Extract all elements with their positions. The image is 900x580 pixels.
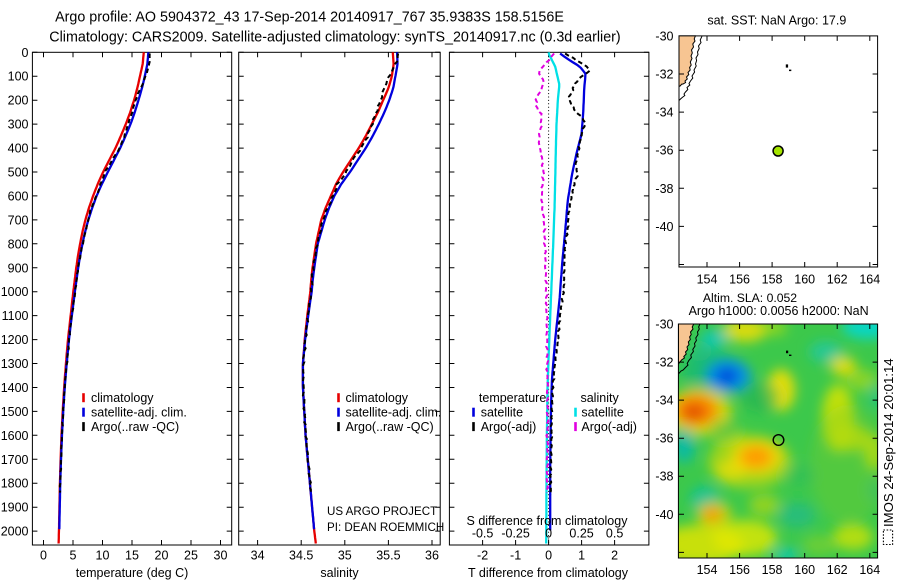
svg-text:-0.25: -0.25: [501, 526, 530, 540]
svg-text:800: 800: [8, 237, 29, 251]
svg-text:-34: -34: [655, 106, 673, 120]
svg-text:25: 25: [184, 549, 198, 563]
svg-text:satellite: satellite: [481, 406, 523, 420]
svg-text:34.5: 34.5: [289, 549, 313, 563]
svg-text:34: 34: [251, 549, 265, 563]
svg-text:-30: -30: [655, 318, 673, 332]
svg-text:700: 700: [8, 213, 29, 227]
svg-text:-30: -30: [655, 29, 673, 43]
svg-text:1700: 1700: [1, 453, 29, 467]
svg-text:-40: -40: [655, 508, 673, 522]
svg-text:Argo(-adj): Argo(-adj): [481, 420, 537, 434]
svg-text:35.5: 35.5: [376, 549, 400, 563]
svg-text:156: 156: [729, 273, 750, 287]
svg-text:satellite-adj. clim.: satellite-adj. clim.: [91, 406, 187, 420]
svg-text:Altim. SLA: 0.052: Altim. SLA: 0.052: [703, 291, 797, 305]
svg-text:Argo(-adj): Argo(-adj): [581, 420, 637, 434]
svg-text:900: 900: [8, 261, 29, 275]
svg-text:30: 30: [214, 549, 228, 563]
svg-text:-38: -38: [655, 182, 673, 196]
svg-text:0.5: 0.5: [606, 526, 623, 540]
svg-text:-36: -36: [655, 144, 673, 158]
svg-text:600: 600: [8, 189, 29, 203]
svg-text:0.25: 0.25: [569, 526, 593, 540]
svg-text:1900: 1900: [1, 501, 29, 515]
svg-text:164: 164: [859, 563, 880, 577]
svg-text:158: 158: [762, 563, 783, 577]
svg-text:-38: -38: [655, 470, 673, 484]
svg-text:156: 156: [729, 563, 750, 577]
svg-text:temperature: temperature: [479, 391, 546, 405]
svg-text:200: 200: [8, 94, 29, 108]
svg-text:-1: -1: [510, 549, 521, 563]
svg-text:PI: DEAN ROEMMICH: PI: DEAN ROEMMICH: [327, 521, 444, 534]
svg-text:1800: 1800: [1, 477, 29, 491]
svg-text:Argo(..raw -QC): Argo(..raw -QC): [346, 420, 434, 434]
svg-text:climatology: climatology: [346, 391, 409, 405]
svg-text:154: 154: [697, 563, 718, 577]
svg-text:0: 0: [40, 549, 47, 563]
svg-text:Climatology: CARS2009. Satelli: Climatology: CARS2009. Satellite-adjuste…: [49, 30, 620, 46]
svg-text:158: 158: [762, 273, 783, 287]
svg-text:0: 0: [545, 526, 552, 540]
svg-text:Argo h1000: 0.0056 h2000: NaN: Argo h1000: 0.0056 h2000: NaN: [689, 304, 869, 318]
svg-text:climatology: climatology: [91, 391, 154, 405]
svg-text:15: 15: [125, 549, 139, 563]
svg-text:160: 160: [794, 273, 815, 287]
svg-text:164: 164: [859, 273, 880, 287]
svg-text:162: 162: [827, 273, 848, 287]
svg-text:20: 20: [155, 549, 169, 563]
svg-text:-32: -32: [655, 68, 673, 82]
svg-text:300: 300: [8, 118, 29, 132]
svg-text:154: 154: [697, 273, 718, 287]
svg-text:satellite: satellite: [581, 406, 623, 420]
svg-text:1200: 1200: [1, 333, 29, 347]
svg-text:-36: -36: [655, 432, 673, 446]
svg-text:T difference from climatology: T difference from climatology: [468, 566, 629, 580]
svg-text:500: 500: [8, 166, 29, 180]
svg-text:162: 162: [827, 563, 848, 577]
svg-text:-40: -40: [655, 220, 673, 234]
svg-text:S difference from climatology: S difference from climatology: [467, 514, 629, 528]
svg-text:1: 1: [578, 549, 585, 563]
svg-text:salinity: salinity: [580, 391, 619, 405]
svg-text:1400: 1400: [1, 381, 29, 395]
svg-text:temperature (deg C): temperature (deg C): [76, 566, 189, 580]
svg-text:Argo(..raw -QC): Argo(..raw -QC): [91, 420, 179, 434]
svg-text:2: 2: [611, 549, 618, 563]
svg-text:IMOS 24-Sep-2014 20:01:14: IMOS 24-Sep-2014 20:01:14: [881, 358, 896, 527]
svg-text:0: 0: [22, 46, 29, 60]
svg-text:400: 400: [8, 142, 29, 156]
svg-text:0: 0: [545, 549, 552, 563]
svg-text:36: 36: [425, 549, 439, 563]
svg-text:10: 10: [96, 549, 110, 563]
svg-text:5: 5: [70, 549, 77, 563]
svg-text:1000: 1000: [1, 285, 29, 299]
svg-text:salinity: salinity: [320, 566, 359, 580]
svg-text:Argo profile: AO 5904372_43 17: Argo profile: AO 5904372_43 17-Sep-2014 …: [55, 10, 564, 26]
svg-text:1500: 1500: [1, 405, 29, 419]
svg-text:100: 100: [8, 70, 29, 84]
svg-text:35: 35: [338, 549, 352, 563]
svg-text:-32: -32: [655, 356, 673, 370]
svg-text:satellite-adj. clim.: satellite-adj. clim.: [346, 406, 442, 420]
svg-text:1300: 1300: [1, 357, 29, 371]
svg-text:US ARGO PROJECT: US ARGO PROJECT: [327, 505, 437, 518]
svg-text:-0.5: -0.5: [472, 526, 494, 540]
svg-text:2000: 2000: [1, 525, 29, 539]
svg-text:sat. SST: NaN Argo: 17.9: sat. SST: NaN Argo: 17.9: [707, 14, 846, 28]
svg-text:1100: 1100: [2, 309, 29, 323]
svg-text:160: 160: [794, 563, 815, 577]
svg-text:-34: -34: [655, 394, 673, 408]
svg-text:1600: 1600: [1, 429, 29, 443]
svg-text:-2: -2: [477, 549, 488, 563]
